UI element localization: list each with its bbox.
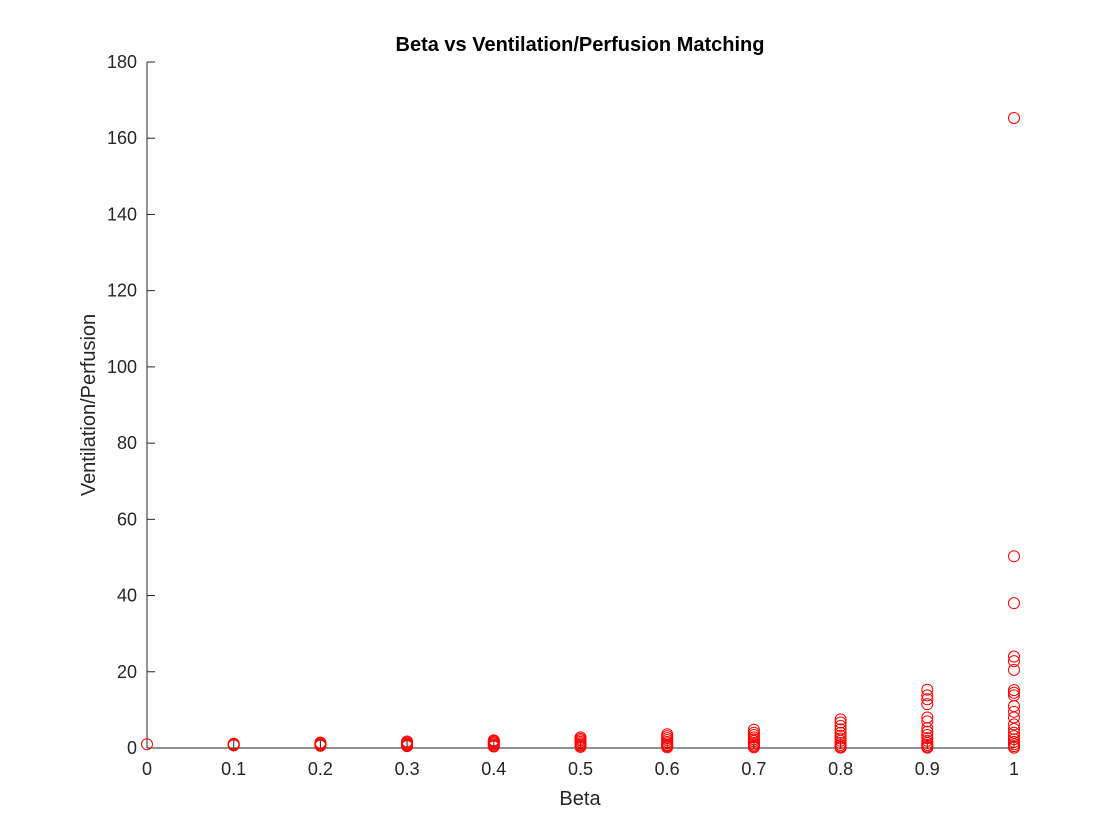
x-tick-label: 0.9 [915, 759, 940, 779]
x-tick-label: 0.7 [741, 759, 766, 779]
data-point [921, 732, 934, 745]
data-point [921, 725, 934, 738]
x-axis-label: Beta [559, 788, 601, 810]
data-point [747, 726, 760, 739]
data-point [834, 723, 847, 736]
data-point [1008, 686, 1020, 699]
y-tick-label: 0 [127, 738, 137, 758]
y-tick-label: 140 [107, 204, 137, 224]
data-point [1008, 684, 1020, 697]
axes: 0 0.1 0.2 0.3 0.4 0.5 0.6 0.7 0.8 0.9 1 0 20 40 60 80 1… [107, 52, 1019, 779]
data-point [1008, 730, 1020, 743]
x-tick-label: 0.2 [308, 759, 333, 779]
x-tick-label: 0 [142, 759, 152, 779]
data-point [1008, 689, 1020, 702]
y-tick-label: 160 [107, 128, 137, 148]
data-point [1008, 718, 1020, 731]
y-tick-label: 120 [107, 281, 137, 301]
data-point [1008, 705, 1020, 718]
y-tick-label: 40 [117, 586, 137, 606]
data-point [1008, 655, 1020, 668]
data-point [314, 736, 327, 749]
data-point [227, 737, 240, 750]
data-point [1008, 550, 1020, 563]
x-tick-label: 0.4 [481, 759, 506, 779]
y-tick-label: 60 [117, 509, 137, 529]
data-point [834, 716, 847, 729]
x-tick-label: 0.5 [568, 759, 593, 779]
chart-title: Beta vs Ventilation/Perfusion Matching [396, 34, 765, 56]
data-point [574, 731, 587, 744]
data-point [921, 715, 934, 728]
data-point [1008, 650, 1020, 663]
x-tick-label: 0.8 [828, 759, 853, 779]
data-point [834, 729, 847, 742]
data-point [834, 726, 847, 739]
y-tick-label: 80 [117, 433, 137, 453]
data-point [921, 698, 934, 711]
y-tick-label: 20 [117, 662, 137, 682]
data-point [921, 683, 934, 696]
data-point [1008, 663, 1020, 676]
data-point [661, 728, 674, 741]
y-ticks: 0 20 40 60 80 100 120 140 160 180 [107, 52, 155, 758]
data-point [1008, 597, 1020, 610]
data-point [747, 723, 760, 736]
y-tick-label: 100 [107, 357, 137, 377]
data-point [1008, 726, 1020, 739]
data-point [921, 734, 934, 747]
y-axis-label: Ventilation/Perfusion [78, 314, 100, 496]
data-point [1008, 735, 1020, 748]
x-tick-label: 0.6 [655, 759, 680, 779]
data-point [1008, 733, 1020, 746]
data-point [141, 738, 153, 751]
data-points [141, 112, 1020, 754]
data-point [834, 713, 847, 726]
data-point [834, 719, 847, 732]
y-tick-label: 180 [107, 52, 137, 72]
x-tick-label: 0.3 [395, 759, 420, 779]
data-point [921, 729, 934, 742]
data-point [487, 734, 500, 747]
x-tick-label: 0.1 [221, 759, 246, 779]
data-point [921, 693, 934, 706]
data-point [921, 689, 934, 702]
data-point [1008, 112, 1020, 125]
data-point [401, 735, 414, 748]
data-point [921, 711, 934, 724]
data-point [834, 732, 847, 745]
x-tick-label: 1 [1009, 759, 1019, 779]
